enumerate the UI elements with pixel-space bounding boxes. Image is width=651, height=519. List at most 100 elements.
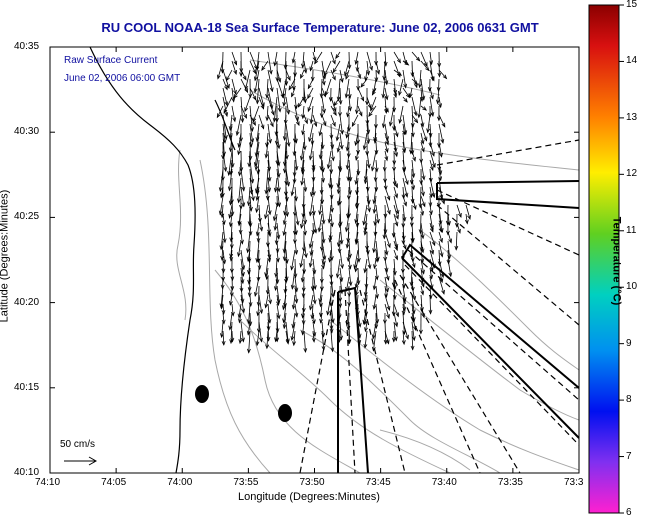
current-vector (255, 177, 260, 193)
current-vector-head (241, 202, 246, 208)
current-vector (240, 222, 242, 234)
buoy-marker (195, 385, 209, 403)
current-vector (438, 276, 445, 295)
current-vector-head (418, 203, 423, 209)
current-vector (320, 312, 323, 323)
current-vector (336, 123, 341, 141)
current-vector (465, 213, 468, 224)
current-vector (266, 267, 269, 280)
current-vector (393, 69, 402, 76)
current-vector-head (246, 248, 250, 254)
current-vector (230, 249, 233, 261)
current-vector (254, 141, 260, 167)
current-vector (411, 69, 418, 88)
current-vector (265, 141, 269, 158)
current-vector-head (297, 102, 302, 108)
current-vector-head (384, 80, 389, 86)
x-tick-label: 73:50 (299, 477, 325, 488)
current-vector (230, 222, 233, 242)
current-vector-head (385, 339, 390, 345)
current-vector (429, 96, 434, 117)
current-vector-head (221, 220, 226, 226)
current-vector (310, 105, 314, 124)
current-vector-head (301, 130, 305, 136)
current-vector (372, 321, 377, 339)
current-vector (292, 51, 296, 63)
current-vector-head (351, 122, 356, 127)
current-vector-head (332, 75, 336, 81)
current-vector-head (301, 63, 305, 69)
current-vector-head (311, 176, 316, 182)
current-vector (294, 150, 298, 170)
current-vector (222, 87, 228, 106)
current-vector-head (311, 337, 316, 343)
current-vector-head (328, 237, 333, 243)
current-vector (355, 51, 359, 65)
current-vector (222, 213, 225, 225)
current-vector (256, 330, 260, 346)
current-vector-head (329, 184, 334, 190)
current-vector-head (274, 131, 279, 137)
current-vector (411, 249, 414, 262)
current-vector (222, 249, 226, 264)
current-vector (288, 78, 296, 90)
current-vector (233, 87, 242, 99)
current-vector (330, 276, 334, 297)
current-vector (312, 168, 315, 181)
current-vector-head (237, 150, 242, 156)
current-vector-head (339, 144, 344, 150)
current-vector-head (265, 195, 270, 201)
current-vector-head (464, 219, 469, 225)
current-vector (254, 69, 260, 93)
current-vector (321, 240, 326, 260)
current-vector (337, 177, 341, 194)
current-vector-head (311, 191, 316, 197)
current-vector (330, 330, 333, 352)
current-vector-head (321, 238, 326, 244)
colorbar-label: Temperature (°C) (610, 216, 623, 306)
current-vector (393, 186, 398, 198)
current-vector-head (308, 211, 313, 217)
current-vector (274, 51, 278, 66)
current-vector (303, 330, 306, 353)
current-vector (284, 240, 287, 261)
current-vector (364, 285, 368, 302)
current-vector (282, 294, 287, 310)
current-vector-head (363, 268, 368, 274)
current-vector (244, 96, 251, 112)
current-vector (285, 51, 287, 69)
current-vector (375, 204, 379, 223)
current-vector (284, 141, 287, 166)
current-vector-head (241, 186, 246, 192)
current-vector (292, 312, 296, 328)
current-vector-head (255, 99, 260, 105)
current-vector (222, 78, 228, 90)
current-vector-head (366, 163, 371, 169)
current-vector (294, 240, 297, 255)
current-vector (456, 222, 461, 234)
current-vector (319, 195, 323, 215)
current-vector-head (232, 117, 237, 123)
current-vector (276, 267, 278, 284)
current-vector (240, 249, 245, 270)
current-vector (338, 231, 341, 247)
current-vector (355, 276, 359, 288)
current-vector (285, 123, 290, 147)
current-vector (302, 123, 305, 135)
current-vector-head (260, 124, 265, 130)
current-vector-head (256, 311, 261, 317)
current-vector (375, 240, 379, 261)
current-vector (275, 330, 278, 342)
current-vector-head (417, 113, 422, 119)
current-vector-head (356, 149, 360, 155)
current-vector (420, 195, 426, 207)
current-vector (402, 177, 408, 197)
current-vector-head (218, 187, 223, 193)
current-vector-head (345, 227, 349, 233)
current-vector (321, 87, 326, 97)
current-vector (256, 186, 260, 201)
current-vector-head (250, 138, 255, 144)
current-vector (393, 321, 397, 341)
current-vector (402, 123, 405, 135)
current-vector-head (335, 273, 340, 279)
